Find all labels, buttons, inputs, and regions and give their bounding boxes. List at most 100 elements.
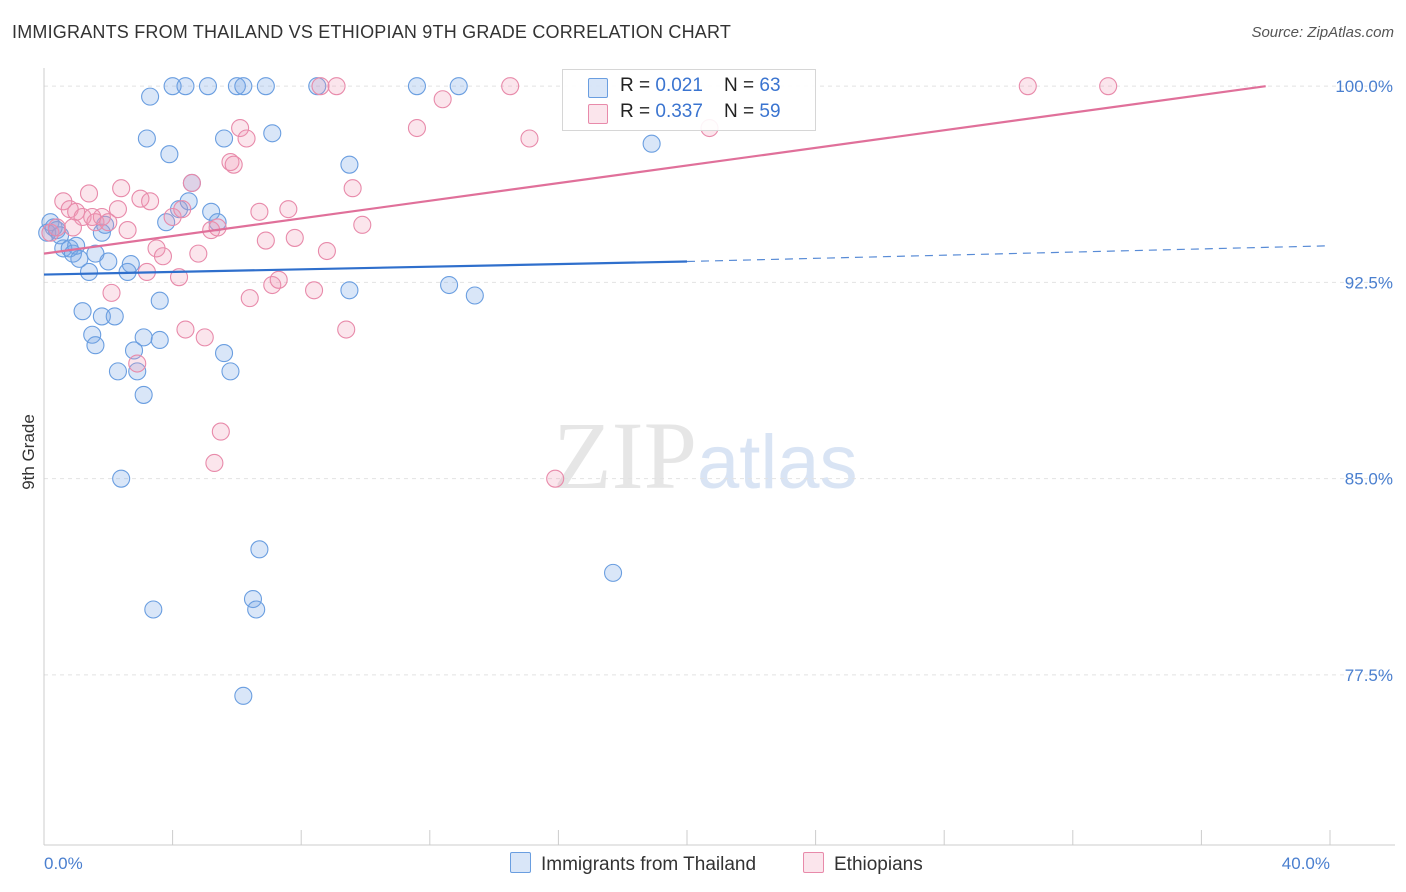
ethiopians-point [83,207,102,227]
watermark: ZIPatlas [553,400,858,511]
thailand-point [160,145,179,164]
thailand-point [604,563,623,582]
trend-line-thailand [43,260,688,276]
ethiopians-point [108,200,127,219]
legend-n-label: N = [724,75,760,96]
ethiopians-point [237,129,256,148]
thailand-point [144,600,163,619]
ethiopians-point [327,77,346,96]
thailand-point [83,325,102,344]
thailand-point [176,77,195,96]
ethiopians-point [520,129,539,148]
thailand-point [112,469,131,488]
thailand-point [642,134,661,153]
ethiopians-point [279,200,298,219]
thailand-point [202,202,221,221]
thailand-point [134,385,153,404]
thailand-point [150,291,169,310]
trend-line-thailand-extension [686,245,1331,263]
ethiopians-point [189,244,208,263]
thailand-point [234,686,253,705]
thailand-point [128,362,147,381]
legend-n-value-ethiopians: 59 [759,101,781,122]
ethiopians-point [112,179,131,198]
ethiopians-point [173,200,192,219]
thailand-point [150,330,169,350]
ethiopians-point [99,213,118,232]
gridlines [44,85,1395,676]
legend-label-thailand: Immigrants from Thailand [541,854,757,875]
y-tick-label: 77.5% [1345,666,1393,685]
thailand-point [198,77,218,96]
thailand-point [263,124,282,143]
watermark-atlas: atlas [697,420,858,505]
legend-n-label: N = [724,101,760,122]
ethiopians-point [311,77,330,96]
thailand-point [449,77,468,96]
thailand-point [221,362,240,381]
thailand-point [256,77,275,96]
ethiopians-point [305,281,324,300]
thailand-point [137,129,156,148]
legend-stats: R = 0.021 N = 63 R = 0.337 N = 59 [562,69,816,131]
y-tick-label: 92.5% [1345,273,1393,292]
ethiopians-point [317,241,336,261]
thailand-point [86,336,105,355]
thailand-point [214,344,234,363]
ethiopians-point [433,90,452,109]
series-thailand-points [38,77,661,705]
y-axis-label: 9th Grade [19,414,38,490]
thailand-point [440,275,459,295]
legend-swatch-ethiopians [803,852,824,873]
trend-lines [43,85,1331,276]
ethiopians-point [128,354,147,373]
ethiopians-point [501,77,520,96]
thailand-point [121,255,140,274]
thailand-point [214,129,234,148]
ethiopians-point [182,173,201,193]
legend-r-value-ethiopians: 0.337 [655,101,703,122]
ethiopians-point [221,153,240,172]
thailand-point [70,249,89,268]
ethiopians-point [141,192,160,211]
ethiopians-point [211,422,230,441]
thailand-point [407,77,426,96]
x-tick-label: 40.0% [1282,854,1330,873]
ethiopians-point [224,155,243,174]
thailand-point [243,589,263,609]
legend-r-label: R = [620,101,656,122]
y-tick-label: 100.0% [1335,77,1393,96]
thailand-point [79,262,99,282]
thailand-point [141,87,160,106]
ethiopians-point [1018,77,1037,96]
chart-source: Source: ZipAtlas.com [1251,24,1394,41]
ethiopians-point [343,179,362,198]
legend-label-ethiopians: Ethiopians [834,854,923,875]
y-tick-label: 85.0% [1345,470,1393,489]
legend-swatch-thailand [510,852,531,873]
ethiopians-point [63,218,82,237]
ethiopians-point [153,247,173,266]
thailand-point [227,77,246,96]
thailand-point [340,155,359,174]
thailand-point [465,286,484,305]
ethiopians-point [176,320,195,339]
ethiopians-point [102,283,121,302]
ethiopians-point [353,215,372,234]
axes [43,68,1395,846]
thailand-point [163,77,182,96]
tick-labels: 100.0% 92.5% 85.0% 77.5% 0.0% 40.0% [44,77,1393,873]
ethiopians-point [337,320,356,339]
thailand-point [73,302,92,321]
thailand-point [250,540,269,559]
legend-n-value-thailand: 63 [759,75,781,96]
ethiopians-point [269,270,288,289]
thailand-point [234,77,253,96]
watermark-zip: ZIP [553,402,697,509]
legend-r-label: R = [620,75,656,96]
thailand-point [108,362,127,381]
ethiopians-point [205,453,224,473]
legend-swatch-thailand [588,78,608,98]
ethiopians-point [47,218,66,237]
